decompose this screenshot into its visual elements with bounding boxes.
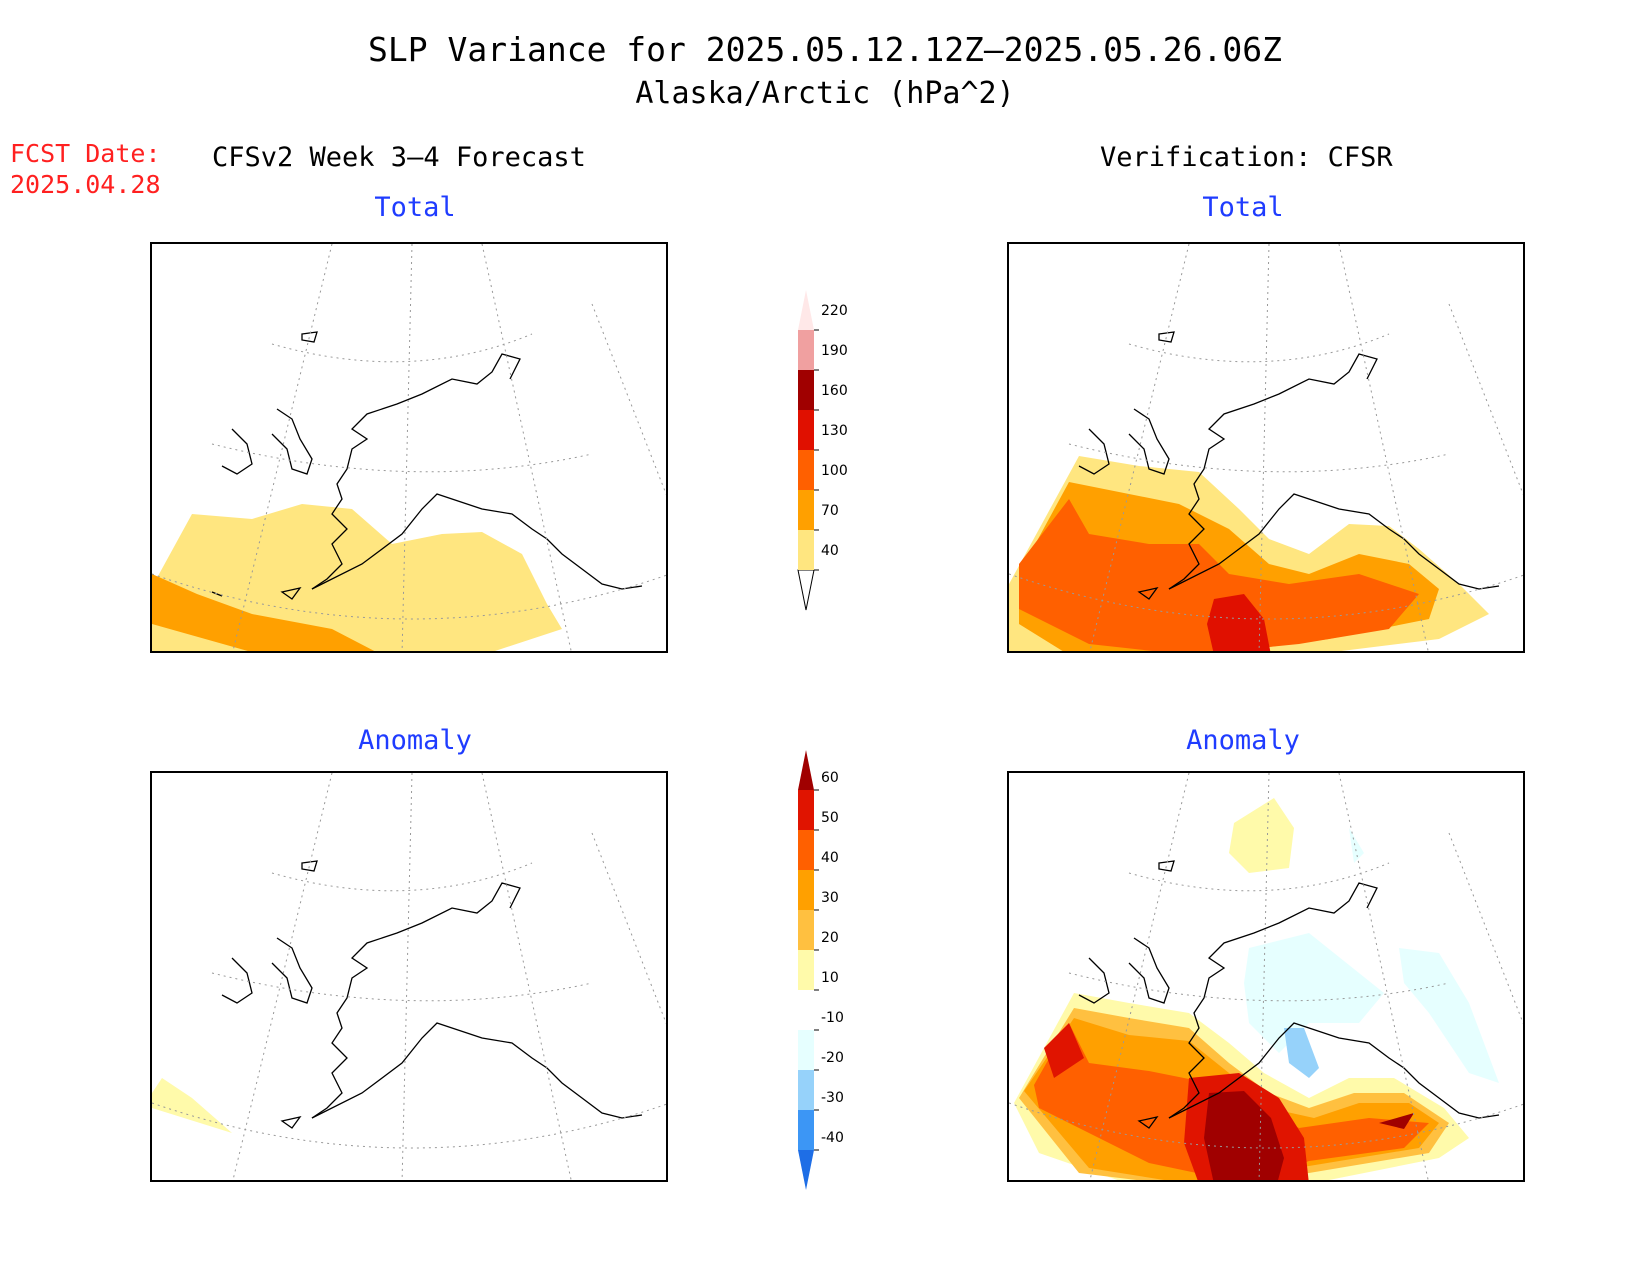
shading <box>1014 798 1499 1180</box>
colorbar-anomaly-band <box>798 750 814 790</box>
colorbar-total-label: 160 <box>821 383 848 399</box>
graticule <box>1009 773 1523 1180</box>
colorbar-total-label: 40 <box>821 543 839 559</box>
coastline <box>1078 860 1500 1129</box>
colorbar-anomaly-label: -10 <box>821 1010 844 1026</box>
map-verification-total <box>1007 242 1525 653</box>
colorbar-anomaly-label: 10 <box>821 970 839 986</box>
colorbar-anomaly-label: 40 <box>821 850 839 866</box>
colorbar-total-label: 190 <box>821 343 848 359</box>
fcst-date-label: FCST Date: <box>10 139 161 168</box>
colorbar-total-label: 130 <box>821 423 848 439</box>
colorbar-anomaly-band <box>798 870 814 910</box>
panel-title-verification-total: Total <box>1202 192 1284 223</box>
figure-subtitle: Alaska/Arctic (hPa^2) <box>635 76 1015 111</box>
map-forecast-total <box>150 242 668 653</box>
panel-title-forecast-anomaly: Anomaly <box>358 725 472 756</box>
colorbar-anomaly-label: -30 <box>821 1090 844 1106</box>
graticule <box>152 773 666 1180</box>
coastline <box>1078 331 1500 600</box>
graticule <box>152 244 666 651</box>
colorbar-total-band <box>798 530 814 570</box>
colorbar-total-band <box>798 330 814 370</box>
colorbar-total-label: 100 <box>821 463 848 479</box>
graticule <box>1009 244 1523 651</box>
colorbar-anomaly-band <box>798 790 814 830</box>
colorbar-anomaly-label: 60 <box>821 770 839 786</box>
coastline <box>211 331 643 600</box>
colorbar-total-band <box>798 410 814 450</box>
colorbar-anomaly-label: 20 <box>821 930 839 946</box>
colorbar-anomaly-band <box>798 830 814 870</box>
fcst-date-value: 2025.04.28 <box>10 170 161 199</box>
shading <box>152 1078 232 1133</box>
panel-title-verification-anomaly: Anomaly <box>1186 725 1300 756</box>
colorbar-anomaly-label: -40 <box>821 1130 844 1146</box>
panel-title-forecast-total: Total <box>374 192 456 223</box>
colorbar-anomaly: 60 50 40 30 20 10 -10 -20 -30 -40 <box>798 750 844 1190</box>
forecast-column-header: CFSv2 Week 3—4 Forecast <box>212 142 586 173</box>
colorbar-anomaly-label: 50 <box>821 810 839 826</box>
colorbar-anomaly-band <box>798 1110 814 1150</box>
shading <box>152 504 562 651</box>
colorbar-total-label: 70 <box>821 503 839 519</box>
coastline <box>221 860 643 1129</box>
map-forecast-anomaly <box>150 771 668 1182</box>
colorbar-total-label: 220 <box>821 303 848 319</box>
colorbar-anomaly-band <box>798 1030 814 1070</box>
colorbar-total: 40 70 100 130 160 190 220 <box>797 290 848 611</box>
colorbar-anomaly-band <box>798 990 814 1030</box>
colorbar-total-band <box>798 450 814 490</box>
colorbar-anomaly-label: 30 <box>821 890 839 906</box>
colorbar-total-lower-arrow <box>797 569 815 611</box>
colorbar-anomaly-band <box>798 910 814 950</box>
map-verification-anomaly <box>1007 771 1525 1182</box>
figure-title: SLP Variance for 2025.05.12.12Z—2025.05.… <box>368 30 1282 69</box>
colorbar-total-band <box>798 290 814 330</box>
colorbar-total-band <box>798 370 814 410</box>
colorbar-anomaly-band <box>798 950 814 990</box>
verification-column-header: Verification: CFSR <box>1100 142 1393 173</box>
colorbar-anomaly-band <box>798 1150 814 1190</box>
shading <box>1009 456 1489 651</box>
colorbar-total-band <box>798 490 814 530</box>
colorbar-anomaly-label: -20 <box>821 1050 844 1066</box>
colorbar-anomaly-band <box>798 1070 814 1110</box>
fcst-date: FCST Date: 2025.04.28 <box>10 138 161 200</box>
